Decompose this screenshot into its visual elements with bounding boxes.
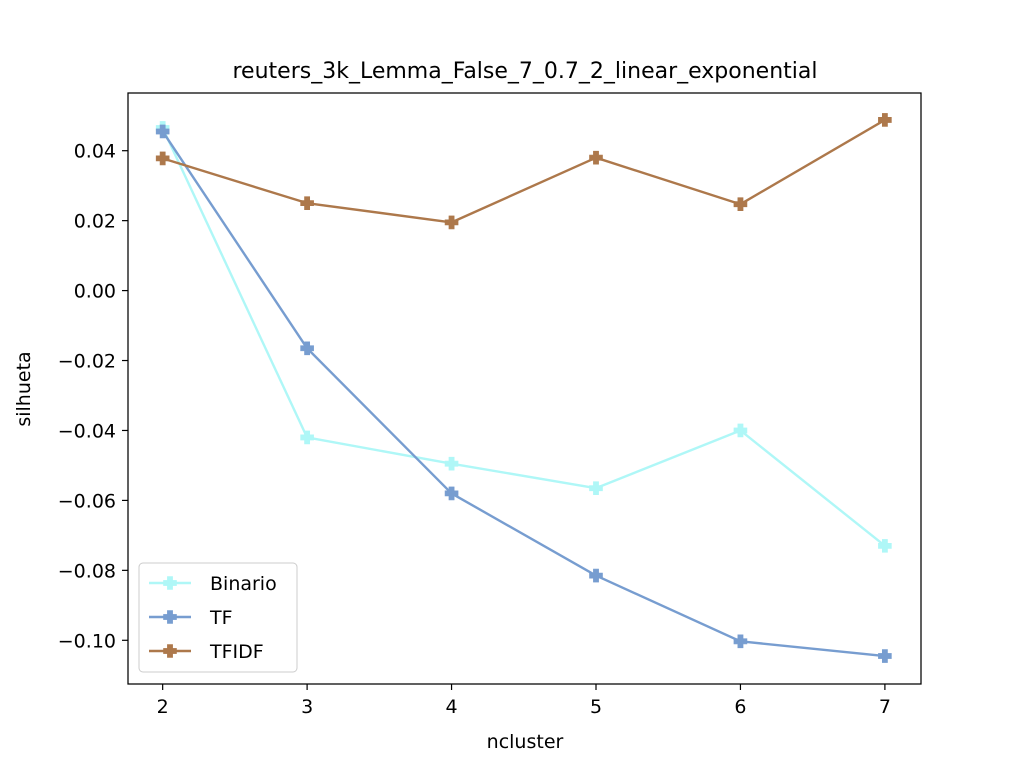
data-point-marker	[589, 150, 603, 165]
legend-label: TF	[209, 607, 233, 629]
series-layer	[155, 113, 892, 663]
legend: Binario TF TFIDF	[138, 562, 298, 673]
y-tick-label: −0.06	[58, 490, 116, 512]
data-point-marker	[733, 634, 748, 649]
x-tick-label: 7	[879, 696, 891, 718]
data-point-marker	[878, 649, 892, 663]
y-tick-label: 0.02	[74, 211, 116, 233]
plot-area: 0.04 0.02 0.00 −0.02 −0.04 −0.06 −0.08 −0.10 2 3…	[58, 92, 922, 718]
x-axis-label: ncluster	[487, 731, 564, 753]
x-tick-label: 5	[590, 696, 602, 718]
legend-item: TF	[149, 607, 233, 629]
x-tick-label: 2	[157, 696, 169, 718]
data-point-marker	[589, 568, 603, 583]
series-line	[161, 127, 886, 547]
data-point-marker	[733, 197, 748, 212]
data-point-marker	[444, 486, 459, 501]
y-tick-label: −0.08	[58, 560, 116, 582]
y-tick-label: 0.04	[74, 141, 116, 163]
data-point-marker	[155, 124, 170, 139]
series-line	[162, 118, 886, 224]
y-tick-label: −0.02	[58, 351, 116, 373]
data-point-marker	[444, 456, 459, 471]
y-tick-label: −0.10	[58, 630, 116, 652]
series-tfidf	[155, 113, 892, 230]
data-point-marker	[300, 430, 314, 445]
y-tick-label: 0.00	[74, 281, 116, 303]
legend-marker	[163, 644, 177, 658]
y-axis-label: silhueta	[13, 351, 35, 426]
legend-item: TFIDF	[149, 641, 264, 663]
data-point-marker	[733, 423, 748, 438]
legend-label: TFIDF	[209, 641, 264, 663]
data-point-marker	[155, 151, 170, 166]
legend-item: Binario	[149, 573, 277, 595]
legend-marker	[163, 576, 177, 590]
legend-label: Binario	[210, 573, 277, 595]
data-point-marker	[300, 196, 314, 210]
legend-box	[138, 562, 298, 673]
x-tick-label: 3	[301, 696, 313, 718]
data-point-marker	[444, 215, 459, 230]
legend-marker	[163, 610, 177, 624]
axes-frame	[127, 92, 922, 685]
series-tf	[155, 124, 892, 663]
data-point-marker	[300, 341, 314, 356]
chart-title: reuters_3k_Lemma_False_7_0.7_2_linear_ex…	[233, 59, 818, 84]
x-tick-label: 4	[446, 696, 458, 718]
data-point-marker	[878, 539, 892, 553]
data-point-marker	[878, 113, 892, 127]
data-point-marker	[589, 481, 603, 495]
series-line	[161, 130, 886, 658]
y-tick-label: −0.04	[58, 420, 116, 442]
x-axis: 2 3 4 5 6 7	[157, 684, 891, 718]
y-axis: 0.04 0.02 0.00 −0.02 −0.04 −0.06 −0.08 −0.10	[58, 141, 128, 652]
legend-items: Binario TF TFIDF	[149, 573, 277, 663]
x-tick-label: 6	[734, 696, 746, 718]
